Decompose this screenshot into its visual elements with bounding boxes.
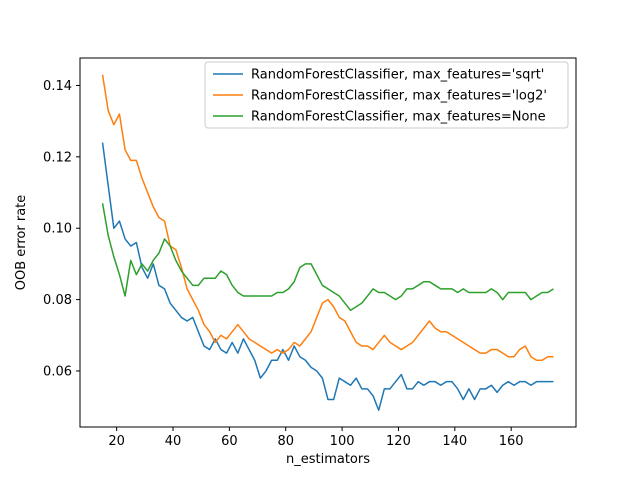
legend-box: [204, 61, 569, 129]
x-tick-label: 160: [499, 434, 524, 449]
y-tick-label: 0.08: [43, 293, 72, 308]
x-tick-label: 120: [386, 434, 411, 449]
x-axis: 20 40 60 80 100 120 140 160: [108, 427, 524, 449]
x-tick-label: 100: [330, 434, 355, 449]
y-axis-label: OOB error rate: [14, 195, 29, 291]
y-axis: 0.06 0.08 0.10 0.12 0.14: [43, 79, 80, 379]
y-tick-label: 0.10: [43, 222, 72, 237]
legend-label-2: RandomForestClassifier, max_features=Non…: [251, 110, 546, 125]
legend: RandomForestClassifier, max_features='sq…: [204, 61, 569, 129]
axes-frame: [79, 57, 577, 428]
x-tick-label: 140: [442, 434, 467, 449]
x-tick-label: 80: [277, 434, 294, 449]
series-line-2: [101, 203, 554, 312]
x-tick-label: 40: [165, 434, 182, 449]
legend-label-1: RandomForestClassifier, max_features='lo…: [251, 89, 547, 104]
x-tick-label: 20: [108, 434, 125, 449]
x-tick-label: 60: [221, 434, 238, 449]
legend-label-0: RandomForestClassifier, max_features='sq…: [251, 68, 544, 83]
y-tick-label: 0.12: [43, 150, 72, 165]
series-line-0: [101, 142, 554, 411]
y-tick-label: 0.14: [43, 79, 72, 94]
x-axis-label: n_estimators: [286, 452, 370, 467]
series-line-1: [101, 74, 554, 362]
y-tick-label: 0.06: [43, 364, 72, 379]
